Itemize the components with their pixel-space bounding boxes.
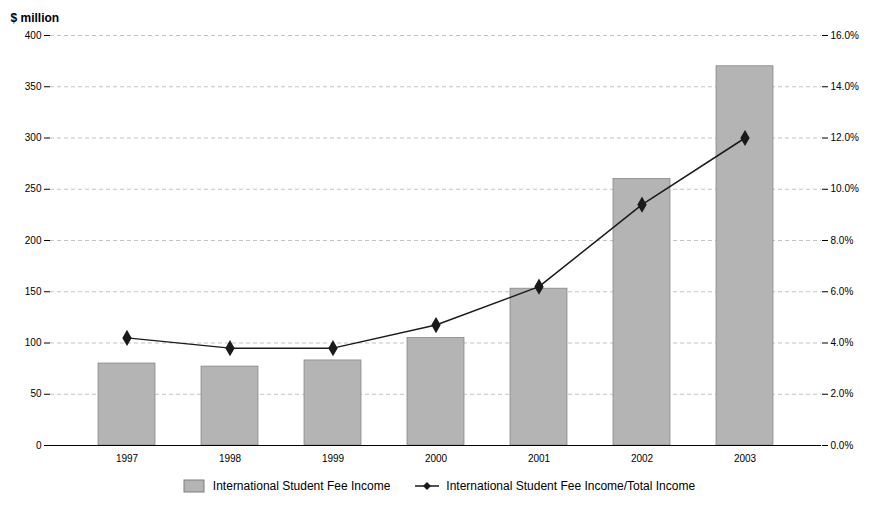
svg-text:2003: 2003: [734, 453, 757, 464]
svg-text:400: 400: [25, 30, 42, 41]
svg-text:12.0%: 12.0%: [831, 132, 859, 143]
svg-text:2002: 2002: [631, 453, 654, 464]
svg-text:300: 300: [25, 132, 42, 143]
svg-text:1999: 1999: [322, 453, 345, 464]
svg-text:100: 100: [25, 337, 42, 348]
svg-text:2001: 2001: [528, 453, 551, 464]
svg-text:10.0%: 10.0%: [831, 183, 859, 194]
svg-text:1998: 1998: [219, 453, 242, 464]
svg-text:14.0%: 14.0%: [831, 81, 859, 92]
svg-text:1997: 1997: [116, 453, 139, 464]
svg-text:2.0%: 2.0%: [831, 388, 854, 399]
svg-text:8.0%: 8.0%: [831, 235, 854, 246]
svg-text:50: 50: [30, 388, 42, 399]
svg-text:4.0%: 4.0%: [831, 337, 854, 348]
svg-text:150: 150: [25, 286, 42, 297]
svg-text:$ million: $ million: [11, 11, 60, 25]
svg-text:350: 350: [25, 81, 42, 92]
svg-text:200: 200: [25, 235, 42, 246]
html-text:International Student Fee Inco: International Student Fee Income: [212, 479, 391, 493]
svg-text:16.0%: 16.0%: [831, 30, 859, 41]
svg-text:2000: 2000: [425, 453, 448, 464]
svg-text:6.0%: 6.0%: [831, 286, 854, 297]
svg-text:0.0%: 0.0%: [831, 440, 854, 451]
html-text:International Student Fee Inco: International Student Fee Income/Total I…: [446, 479, 696, 493]
svg-text:250: 250: [25, 183, 42, 194]
svg-text:0: 0: [36, 440, 42, 451]
